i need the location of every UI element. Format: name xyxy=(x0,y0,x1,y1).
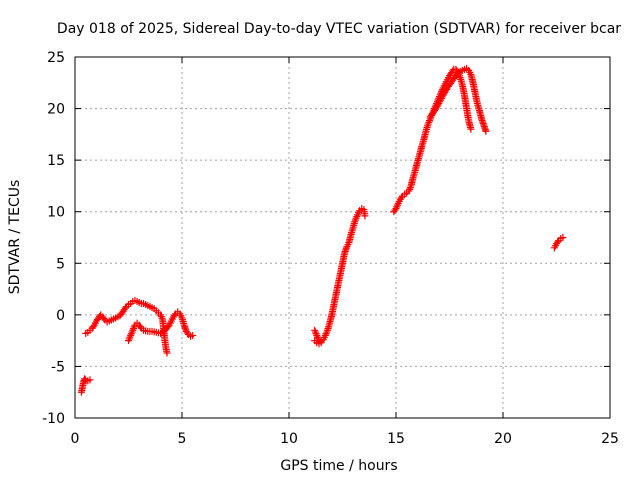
data-point xyxy=(455,69,463,77)
data-point xyxy=(321,331,329,339)
data-point xyxy=(121,304,129,312)
data-point xyxy=(424,120,432,128)
data-point xyxy=(425,118,433,126)
data-point xyxy=(311,328,319,336)
axis-ticks: 0 5 10 15 20 25 -10 -5 0 5 10 15 20 25 xyxy=(42,50,619,447)
data-point xyxy=(482,127,490,135)
data-point xyxy=(128,328,136,336)
x-tick-label: 20 xyxy=(494,431,512,447)
y-tick-label: 5 xyxy=(56,256,65,272)
data-point xyxy=(323,328,331,336)
chart-title: Day 018 of 2025, Sidereal Day-to-day VTE… xyxy=(57,21,621,37)
y-tick-label: 20 xyxy=(47,102,65,118)
data-point xyxy=(312,330,320,338)
data-point xyxy=(130,323,138,331)
data-point xyxy=(437,94,445,102)
y-tick-label: 0 xyxy=(56,308,65,324)
data-point xyxy=(163,349,171,357)
data-point xyxy=(171,311,179,319)
x-tick-label: 15 xyxy=(387,431,405,447)
x-axis-label: GPS time / hours xyxy=(280,458,397,474)
data-point xyxy=(559,234,567,241)
y-axis-label: SDTVAR / TECUs xyxy=(7,180,23,295)
x-tick-label: 0 xyxy=(71,431,80,447)
data-point xyxy=(86,376,94,384)
y-tick-label: 25 xyxy=(47,50,65,66)
data-point xyxy=(351,216,359,224)
data-point xyxy=(437,96,445,104)
data-point xyxy=(397,194,405,202)
data-point xyxy=(313,331,321,339)
x-tick-label: 25 xyxy=(601,431,619,447)
data-point xyxy=(406,185,414,193)
grid xyxy=(75,57,610,418)
data-point xyxy=(405,187,413,195)
data-point xyxy=(361,212,369,220)
data-point xyxy=(426,117,434,125)
data-point xyxy=(158,314,166,322)
plot-frame xyxy=(74,56,611,419)
y-tick-label: -5 xyxy=(51,359,65,375)
data-point xyxy=(129,325,137,333)
data-point xyxy=(393,201,401,209)
data-point xyxy=(125,335,133,343)
data-points xyxy=(77,64,567,396)
data-point xyxy=(127,330,135,338)
data-point xyxy=(129,326,137,334)
x-tick-label: 10 xyxy=(280,431,298,447)
x-tick-label: 5 xyxy=(178,431,187,447)
data-point xyxy=(352,214,360,222)
data-point xyxy=(100,314,108,322)
data-point xyxy=(434,101,442,109)
data-point xyxy=(189,331,197,339)
data-point xyxy=(125,337,132,345)
data-point xyxy=(467,125,475,133)
y-tick-label: -10 xyxy=(42,411,65,427)
data-point xyxy=(157,311,165,319)
data-point xyxy=(317,339,325,347)
data-point xyxy=(392,205,400,213)
data-point xyxy=(353,213,361,221)
data-point xyxy=(406,184,414,192)
data-point xyxy=(89,323,97,331)
y-tick-label: 10 xyxy=(47,205,65,221)
data-point xyxy=(136,323,144,331)
data-point xyxy=(393,203,401,211)
y-tick-label: 15 xyxy=(47,153,65,169)
data-point xyxy=(436,98,444,106)
data-point xyxy=(183,329,191,337)
data-point xyxy=(126,333,134,341)
data-point xyxy=(554,238,562,246)
data-point xyxy=(438,93,446,101)
data-point xyxy=(311,326,319,334)
data-point xyxy=(157,313,165,321)
data-point xyxy=(435,99,443,107)
data-point xyxy=(322,330,330,338)
data-point xyxy=(127,331,135,339)
